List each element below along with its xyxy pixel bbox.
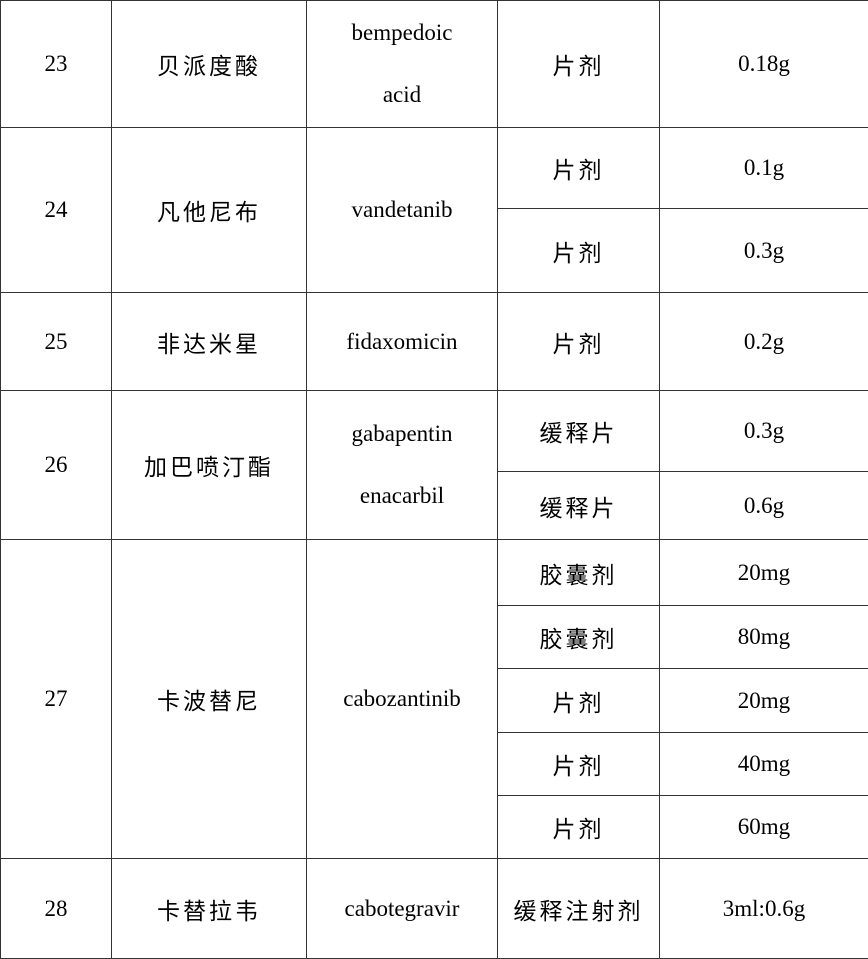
dosage-form: 片剂 <box>498 669 660 733</box>
english-name-line: acid <box>307 64 497 126</box>
english-name-line: enacarbil <box>307 465 497 527</box>
strength: 0.1g <box>660 128 868 209</box>
table-row: 24 凡他尼布 vandetanib 片剂 0.1g <box>1 128 868 209</box>
row-number: 25 <box>1 293 112 391</box>
dosage-form: 片剂 <box>498 128 660 209</box>
strength: 80mg <box>660 606 868 669</box>
english-name: cabotegravir <box>307 859 498 959</box>
english-name-line: bempedoic <box>307 2 497 64</box>
dosage-form: 片剂 <box>498 796 660 859</box>
strength: 0.3g <box>660 391 868 472</box>
english-name-line: gabapentin <box>307 403 497 465</box>
dosage-form: 缓释片 <box>498 472 660 540</box>
strength: 0.6g <box>660 472 868 540</box>
table-row: 27 卡波替尼 cabozantinib 胶囊剂 20mg <box>1 540 868 606</box>
dosage-form: 胶囊剂 <box>498 606 660 669</box>
dosage-form: 片剂 <box>498 1 660 128</box>
english-name: vandetanib <box>307 128 498 293</box>
strength: 20mg <box>660 669 868 733</box>
chinese-name: 卡替拉韦 <box>112 859 307 959</box>
strength: 3ml:0.6g <box>660 859 868 959</box>
dosage-form: 缓释注射剂 <box>498 859 660 959</box>
dosage-form: 胶囊剂 <box>498 540 660 606</box>
dosage-form: 缓释片 <box>498 391 660 472</box>
row-number: 24 <box>1 128 112 293</box>
strength: 0.3g <box>660 209 868 293</box>
dosage-form: 片剂 <box>498 293 660 391</box>
strength: 0.18g <box>660 1 868 128</box>
row-number: 28 <box>1 859 112 959</box>
table-row: 28 卡替拉韦 cabotegravir 缓释注射剂 3ml:0.6g <box>1 859 868 959</box>
row-number: 26 <box>1 391 112 540</box>
dosage-form: 片剂 <box>498 209 660 293</box>
strength: 20mg <box>660 540 868 606</box>
strength: 0.2g <box>660 293 868 391</box>
row-number: 23 <box>1 1 112 128</box>
english-name: fidaxomicin <box>307 293 498 391</box>
chinese-name: 卡波替尼 <box>112 540 307 859</box>
strength: 40mg <box>660 733 868 796</box>
chinese-name: 凡他尼布 <box>112 128 307 293</box>
chinese-name: 加巴喷汀酯 <box>112 391 307 540</box>
chinese-name: 非达米星 <box>112 293 307 391</box>
strength: 60mg <box>660 796 868 859</box>
dosage-form: 片剂 <box>498 733 660 796</box>
row-number: 27 <box>1 540 112 859</box>
chinese-name: 贝派度酸 <box>112 1 307 128</box>
table-row: 25 非达米星 fidaxomicin 片剂 0.2g <box>1 293 868 391</box>
english-name: cabozantinib <box>307 540 498 859</box>
